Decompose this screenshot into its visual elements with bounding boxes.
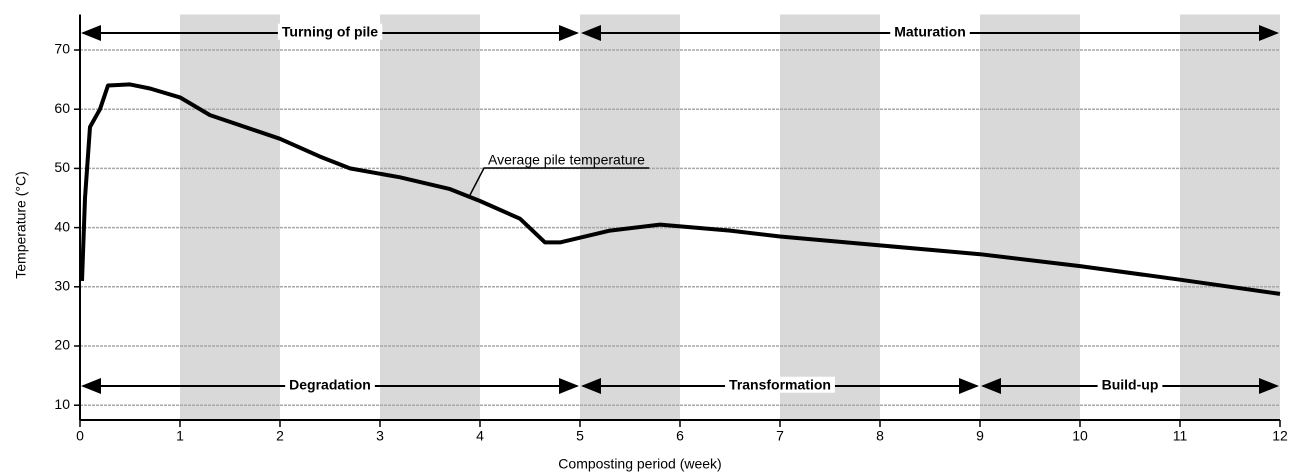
- x-tick-label: 12: [1272, 428, 1288, 444]
- x-tick-label: 6: [676, 428, 684, 444]
- shaded-band: [1180, 14, 1280, 420]
- phase-label: Turning of pile: [282, 24, 378, 40]
- shaded-band: [380, 14, 480, 420]
- x-tick-label: 5: [576, 428, 584, 444]
- phase-label-bg: [725, 376, 835, 393]
- x-tick-label: 7: [776, 428, 784, 444]
- phase-label: Maturation: [894, 24, 966, 40]
- phase-label-bg: [277, 23, 383, 40]
- x-tick-label: 0: [76, 428, 84, 444]
- phase-label-bg: [285, 376, 375, 393]
- y-tick-label: 20: [54, 337, 70, 353]
- phase-label: Degradation: [289, 377, 371, 393]
- y-tick-label: 30: [54, 278, 70, 294]
- shaded-band: [180, 14, 280, 420]
- x-tick-label: 9: [976, 428, 984, 444]
- y-tick-label: 60: [54, 100, 70, 116]
- y-tick-label: 50: [54, 159, 70, 175]
- phase-label: Transformation: [729, 377, 831, 393]
- x-tick-label: 11: [1173, 428, 1188, 444]
- x-tick-label: 3: [376, 428, 384, 444]
- phase-label-bg: [890, 23, 970, 40]
- shaded-band: [980, 14, 1080, 420]
- shaded-band: [580, 14, 680, 420]
- phase-label-bg: [1097, 376, 1163, 393]
- y-tick-label: 40: [54, 218, 70, 234]
- phase-label: Build-up: [1102, 377, 1159, 393]
- line-label: Average pile temperature: [488, 152, 645, 168]
- x-tick-label: 4: [476, 428, 484, 444]
- x-tick-label: 1: [176, 428, 184, 444]
- x-tick-label: 8: [876, 428, 884, 444]
- shaded-band: [780, 14, 880, 420]
- x-tick-label: 2: [276, 428, 284, 444]
- y-axis-label: Temperature (°C): [13, 171, 29, 279]
- label-leader: [469, 167, 650, 196]
- temperature-line: [80, 82, 1281, 296]
- y-tick-label: 70: [54, 41, 70, 57]
- y-tick-label: 10: [54, 396, 70, 412]
- x-axis-label: Composting period (week): [558, 456, 721, 472]
- x-tick-label: 10: [1072, 428, 1088, 444]
